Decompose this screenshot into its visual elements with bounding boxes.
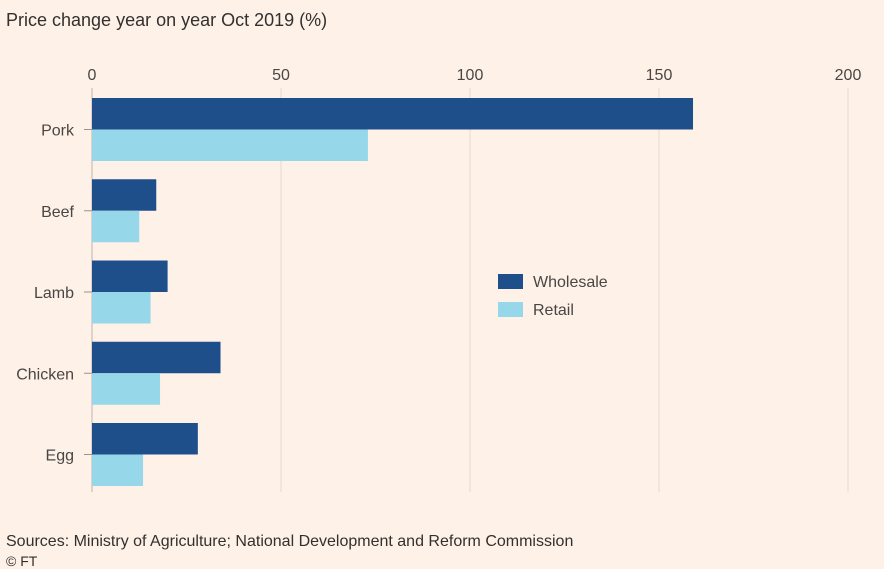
source-note: Sources: Ministry of Agriculture; Nation… [6,533,574,550]
bar-lamb-retail [92,292,151,324]
legend-label-retail: Retail [533,302,574,319]
legend-swatch-wholesale [498,274,523,289]
x-tick-label: 0 [88,67,97,84]
x-tick-label: 150 [646,67,673,84]
x-tick-label: 50 [272,67,290,84]
category-label: Pork [41,123,75,140]
bar-egg-wholesale [92,423,198,455]
bar-beef-retail [92,210,140,243]
legend-label-wholesale: Wholesale [533,274,608,291]
x-axis-ticks: 0 50 100 150 200 [88,67,862,84]
bar-chicken-wholesale [92,341,221,374]
copyright-note: © FT [6,553,38,569]
x-tick-label: 100 [457,67,484,84]
bar-egg-retail [92,454,144,486]
legend: Wholesale Retail [498,274,608,319]
category-label: Egg [46,448,74,465]
bars [92,98,694,486]
bar-chicken-retail [92,373,161,405]
category-label: Chicken [16,366,74,383]
bar-lamb-wholesale [92,260,168,292]
y-axis-categories: Pork Beef Lamb Chicken Egg [16,123,92,465]
legend-swatch-retail [498,302,523,317]
category-label: Lamb [34,285,74,302]
bar-pork-retail [92,129,368,161]
category-label: Beef [41,204,74,221]
x-tick-label: 200 [835,67,862,84]
bar-beef-wholesale [92,179,157,211]
chart-title: Price change year on year Oct 2019 (%) [6,10,328,30]
bar-pork-wholesale [92,98,694,130]
